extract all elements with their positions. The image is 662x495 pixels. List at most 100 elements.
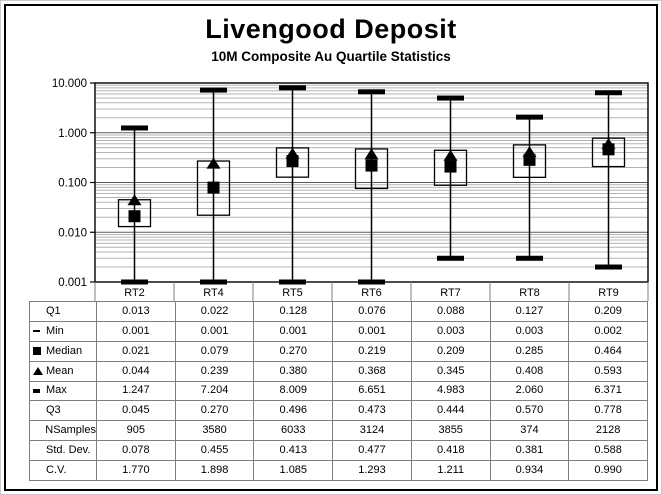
mean-marker [522, 146, 537, 158]
chart-title: Livengood Deposit [205, 14, 457, 44]
y-tick-label: 0.001 [58, 277, 87, 289]
table-cell: 0.477 [333, 441, 412, 462]
mean-marker [364, 148, 379, 160]
table-cell: 6.371 [569, 381, 648, 402]
table-cell: 7.204 [175, 381, 255, 402]
category-label: RT9 [598, 287, 619, 299]
min-cap [595, 264, 622, 270]
category-label: RT2 [124, 287, 145, 299]
median-marker [207, 181, 220, 194]
y-axis: 10.000 1.000 0.100 0.010 0.001 [52, 78, 95, 289]
iqr-box [591, 137, 626, 168]
row-label-text: NSamples [45, 424, 96, 437]
table-cell: 0.003 [490, 321, 570, 342]
row-label-text: Max [46, 384, 67, 397]
table-cell: 4.983 [411, 381, 491, 402]
max-cap [437, 95, 464, 101]
table-cell: 905 [97, 421, 176, 442]
table-cell: 0.001 [254, 321, 334, 342]
y-tick-label: 0.100 [58, 178, 87, 190]
stats-table: Q1 0.013 0.022 0.128 0.076 0.088 0.127 0.209 Min… [29, 301, 648, 481]
plot-border [94, 82, 649, 283]
iqr-box [433, 149, 468, 186]
table-cell: 0.022 [175, 302, 255, 322]
row-label-text: Q3 [46, 404, 61, 417]
table-cell: 1.293 [333, 461, 412, 481]
table-cell: 0.418 [411, 441, 491, 462]
table-cell: 0.128 [254, 302, 334, 322]
x-axis: RT2 RT4 RT5 RT6 RT7 RT8 RT9 [94, 282, 649, 301]
box-plot-RT4 [196, 87, 231, 285]
median-marker [602, 143, 615, 156]
y-tick-label: 10.000 [52, 78, 87, 90]
table-cell: 0.270 [175, 401, 255, 422]
max-cap [595, 90, 622, 96]
median-square-icon [33, 347, 46, 356]
table-cell: 3124 [333, 421, 412, 442]
table-cell: 0.285 [490, 341, 570, 362]
min-dash-icon [33, 330, 46, 333]
table-cell: 0.219 [333, 341, 412, 362]
table-cell: 3855 [411, 421, 491, 442]
table-cell: 0.381 [490, 441, 570, 462]
mean-marker [443, 149, 458, 161]
median-marker [523, 153, 536, 166]
row-label-nsamples: NSamples [30, 421, 97, 442]
row-label-q1: Q1 [30, 302, 97, 322]
table-cell: 0.270 [254, 341, 334, 362]
table-cell: 0.001 [333, 321, 412, 342]
table-cell: 0.078 [97, 441, 176, 462]
y-tick-label: 0.010 [58, 227, 87, 239]
median-marker [444, 160, 457, 173]
min-cap [279, 279, 306, 285]
table-cell: 0.778 [569, 401, 648, 422]
table-cell: 0.588 [569, 441, 648, 462]
mean-marker [206, 157, 221, 169]
mean-marker [127, 194, 142, 206]
table-cell: 1.770 [97, 461, 176, 481]
box-plot-RT6 [354, 89, 389, 285]
chart-subtitle: 10M Composite Au Quartile Statistics [211, 49, 451, 64]
table-cell: 0.003 [411, 321, 491, 342]
mean-triangle-icon [33, 367, 46, 376]
row-label-max: Max [30, 381, 97, 402]
table-cell: 0.127 [490, 302, 570, 322]
box-plot-RT8 [512, 114, 547, 261]
table-cell: 0.473 [333, 401, 412, 422]
min-cap [516, 255, 543, 261]
iqr-box [275, 147, 310, 178]
y-tick-label: 1.000 [58, 128, 87, 140]
category-label: RT7 [440, 287, 461, 299]
median-marker [286, 155, 299, 168]
row-label-text: Mean [46, 364, 74, 377]
max-cap [516, 114, 543, 120]
table-cell: 6033 [254, 421, 334, 442]
iqr-box [117, 199, 152, 228]
table-cell: 0.464 [569, 341, 648, 362]
category-label: RT4 [203, 287, 224, 299]
table-cell: 0.001 [175, 321, 255, 342]
table-cell: 374 [490, 421, 570, 442]
max-cap [279, 85, 306, 91]
row-label-q3: Q3 [30, 401, 97, 422]
row-label-mean: Mean [30, 361, 97, 382]
category-label: RT6 [361, 287, 382, 299]
category-label: RT8 [519, 287, 540, 299]
min-dash-icon [33, 330, 40, 333]
table-cell: 0.345 [411, 361, 491, 382]
iqr-box [354, 148, 389, 190]
table-cell: 0.593 [569, 361, 648, 382]
category-label: RT5 [282, 287, 303, 299]
min-cap [358, 279, 385, 285]
table-cell: 1.247 [97, 381, 176, 402]
mean-marker [285, 147, 300, 159]
min-cap [121, 279, 148, 285]
max-cap [200, 87, 227, 93]
mean-marker [601, 138, 616, 150]
table-cell: 1.085 [254, 461, 334, 481]
iqr-box [512, 144, 547, 178]
table-cell: 0.013 [97, 302, 176, 322]
table-cell: 1.211 [411, 461, 491, 481]
median-marker [365, 159, 378, 172]
